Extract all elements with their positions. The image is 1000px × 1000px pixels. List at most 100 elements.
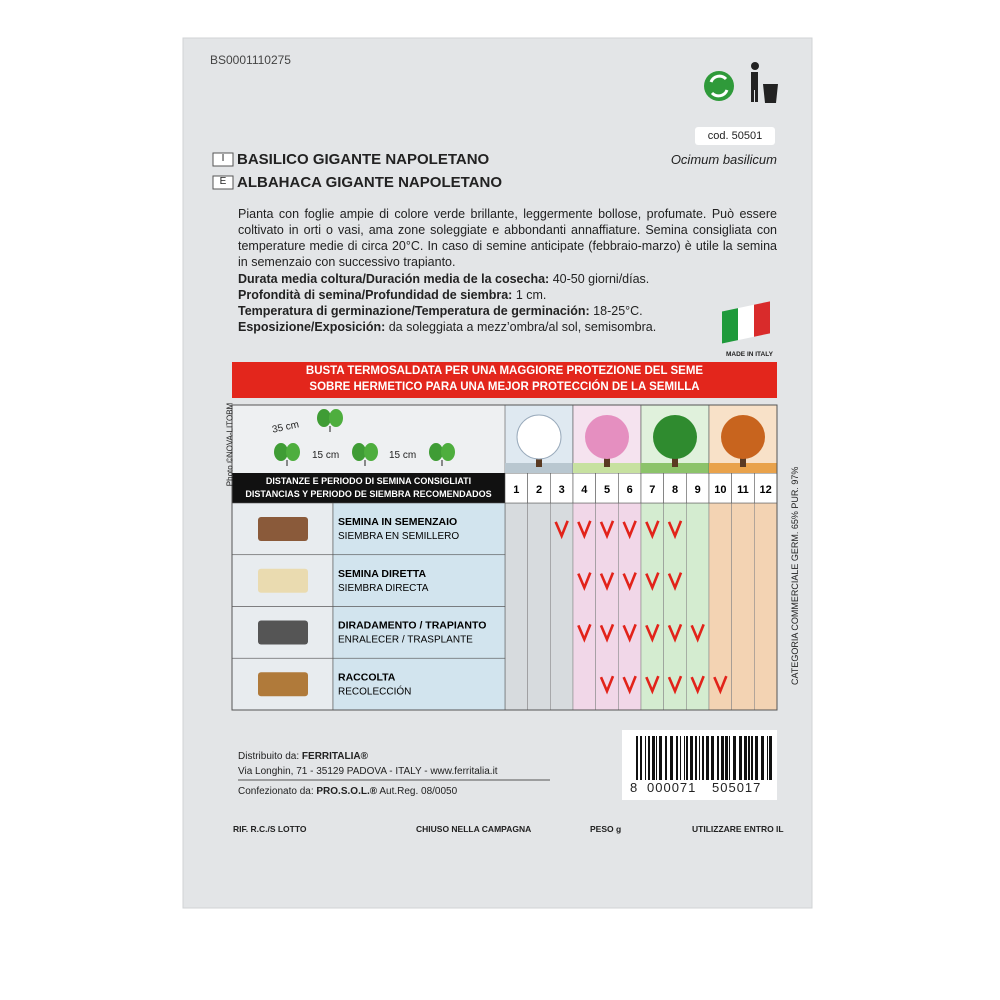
spec-value: 1 cm. — [512, 288, 547, 302]
plant-area — [232, 405, 505, 473]
check — [667, 572, 683, 592]
banner-text: BUSTA TERMOSALDATA PER UNA MAGGIORE PROT… — [305, 365, 704, 377]
month-label: 4 — [581, 484, 588, 496]
bar-stripe — [751, 736, 753, 780]
plant-leaf — [274, 443, 288, 461]
check — [690, 675, 705, 695]
row-title: SEMINA DIRETTA — [338, 568, 426, 580]
row-title: RACCOLTA — [338, 671, 396, 683]
plant-leaf — [441, 443, 455, 461]
row-title: DIRADAMENTO / TRAPIANTO — [338, 620, 486, 632]
distributor: Distribuito da: FERRITALIA® — [238, 751, 368, 762]
made-in: MADE IN ITALY — [726, 351, 773, 358]
month-column — [527, 502, 551, 711]
month-label: 3 — [559, 484, 565, 496]
check — [577, 623, 592, 643]
month-column — [708, 502, 732, 711]
plant-leaf — [329, 409, 343, 427]
description: Pianta con foglie ampie di colore verde … — [238, 207, 777, 269]
footer: RIF. R.C./S LOTTO — [233, 824, 307, 834]
spec-label: Temperatura di germinazione/Temperatura … — [238, 304, 590, 318]
check — [577, 572, 592, 592]
row-title: SEMINA IN SEMENZAIO — [338, 516, 457, 528]
spec-value: 40-50 giorni/días. — [549, 272, 650, 286]
spec: Temperatura di germinazione/Temperatura … — [238, 303, 656, 319]
bar-stripe — [729, 736, 730, 780]
banner-text: SOBRE HERMETICO PARA UNA MEJOR PROTECCIÓ… — [309, 381, 700, 393]
check — [645, 675, 660, 695]
cod: cod. 50501 — [707, 130, 763, 142]
spec-label: Durata media coltura/Duración media de l… — [238, 272, 550, 286]
plant-leaf — [286, 443, 300, 461]
row-icon — [258, 672, 308, 697]
check — [622, 572, 637, 592]
barcode — [636, 736, 772, 780]
cod-box — [695, 127, 775, 145]
row-subtitle: SIEMBRA EN SEMILLERO — [338, 531, 459, 542]
bar-stripe — [645, 736, 646, 780]
barcode-digit: 8 — [630, 780, 638, 795]
check — [577, 520, 592, 540]
bar-stripe — [748, 736, 750, 780]
title: BASILICO GIGANTE NAPOLETANO — [237, 151, 490, 168]
check — [667, 623, 683, 643]
bar-stripe — [721, 736, 724, 780]
row-label-cell — [332, 606, 506, 659]
spec-label: Profondità di semina/Profundidad de siem… — [238, 288, 513, 302]
check — [599, 675, 615, 695]
plant-leaf — [364, 443, 378, 461]
check — [645, 623, 660, 643]
row-icon — [258, 517, 308, 541]
check — [713, 675, 728, 695]
check — [622, 675, 637, 695]
ground — [641, 463, 709, 473]
barcode-digit: 505017 — [712, 780, 762, 795]
month-column — [731, 502, 755, 711]
check — [622, 623, 637, 643]
check — [667, 675, 683, 695]
month-label: 11 — [737, 484, 749, 496]
month-column — [504, 502, 528, 711]
bar-stripe — [676, 736, 678, 780]
bar-stripe — [659, 736, 662, 780]
table-header-band — [232, 473, 505, 503]
distance: 15 cm — [312, 450, 340, 461]
bar-stripe — [755, 736, 758, 780]
label: Distribuito da: — [238, 751, 302, 762]
bar-stripe — [761, 736, 764, 780]
row-subtitle: RECOLECCIÓN — [338, 684, 411, 697]
address: Via Longhin, 71 - 35129 PADOVA - ITALY -… — [238, 766, 498, 777]
month-column — [686, 502, 710, 711]
month-label: 10 — [714, 484, 726, 496]
spec: Esposizione/Exposición: da soleggiata a … — [238, 319, 656, 335]
footer: UTILIZZARE ENTRO IL — [692, 824, 784, 834]
bar-stripe — [706, 736, 709, 780]
bar-stripe — [648, 736, 650, 780]
name: PRO.S.O.L.® — [316, 786, 378, 797]
bar-stripe — [767, 736, 768, 780]
ground — [573, 463, 641, 473]
row-icon — [258, 568, 308, 593]
row-subtitle: SIEMBRA DIRECTA — [338, 583, 429, 594]
footer: CHIUSO NELLA CAMPAGNA — [416, 824, 532, 834]
bar-stripe — [636, 736, 638, 780]
bar-stripe — [684, 736, 685, 780]
distance: 15 cm — [389, 450, 417, 461]
plant-leaf — [429, 443, 443, 461]
check — [599, 623, 615, 643]
table-header: DISTANCIAS Y PERIODO DE SIEMBRA RECOMEND… — [245, 489, 492, 499]
lang-box — [212, 152, 234, 167]
check — [690, 623, 705, 643]
row-subtitle: ENRALECER / TRASPLANTE — [338, 635, 473, 646]
crown — [516, 414, 562, 460]
bar-stripe — [769, 736, 772, 780]
specs: Durata media coltura/Duración media de l… — [238, 271, 656, 335]
lang: I — [221, 153, 225, 164]
flag — [722, 301, 770, 344]
bar-stripe — [744, 736, 747, 780]
code: BS0001110275 — [210, 53, 291, 67]
month-label: 12 — [760, 484, 772, 496]
